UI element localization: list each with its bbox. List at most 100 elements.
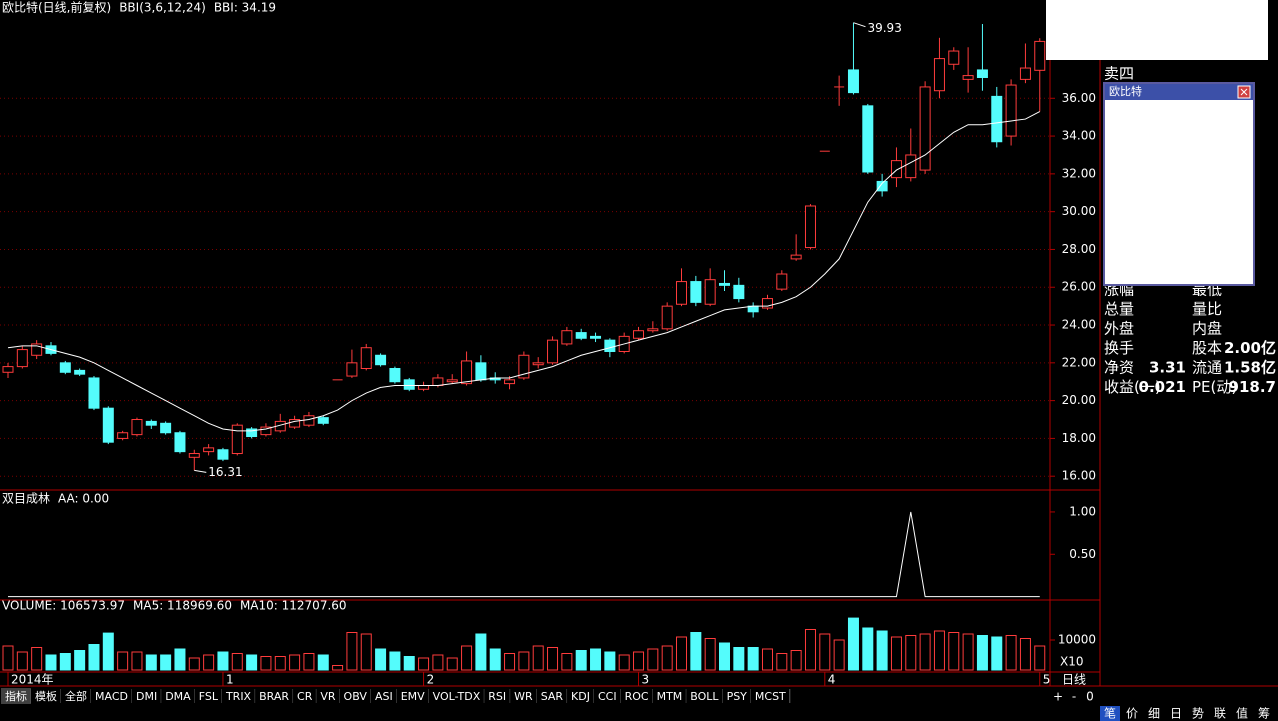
- indicator-tab[interactable]: FSL: [194, 688, 223, 704]
- stat-cell: 股本: [1192, 339, 1222, 357]
- zoom-button[interactable]: +: [1053, 690, 1063, 704]
- view-tab[interactable]: 笔: [1104, 706, 1116, 721]
- indicator-tab[interactable]: SAR: [536, 688, 568, 704]
- indicator-tab[interactable]: BRAR: [255, 688, 294, 704]
- popup-title: 欧比特: [1109, 84, 1142, 98]
- volume-bar: [933, 630, 945, 671]
- volume-bar: [618, 654, 630, 671]
- volume-bar: [905, 635, 917, 671]
- volume-bar: [547, 647, 559, 671]
- popup-label: 收盘价: [1114, 178, 1147, 192]
- tab-label: DMA: [165, 690, 191, 703]
- candle-body: [88, 377, 100, 409]
- logo-box: [1046, 0, 1268, 60]
- popup-label: 成交额: [1114, 208, 1147, 222]
- tab-bg: [339, 688, 371, 704]
- panel-title: VOLUME: 106573.97: [2, 599, 125, 613]
- indicator-tab[interactable]: EMV: [396, 688, 430, 704]
- indicator-tab[interactable]: ROC: [620, 688, 654, 704]
- stat-cell: 收益(一): [1104, 378, 1161, 396]
- candle-body: [575, 332, 587, 339]
- view-tab[interactable]: 细: [1148, 707, 1160, 721]
- zoom-button[interactable]: -: [1072, 690, 1076, 704]
- candle-body: [446, 379, 458, 383]
- zoom-button[interactable]: 0: [1086, 690, 1094, 704]
- volume-bar: [833, 639, 845, 671]
- volume-bar: [317, 654, 329, 671]
- y-tick-label: 1.00: [1069, 504, 1096, 518]
- indicator-tab[interactable]: CCI: [593, 688, 622, 704]
- volume-bar: [45, 654, 57, 671]
- volume-bar: [604, 651, 616, 671]
- indicator-tab[interactable]: VOL-TDX: [428, 688, 485, 704]
- indicator-tab[interactable]: BOLL: [686, 688, 724, 704]
- tab-label: KDJ: [571, 690, 590, 703]
- indicator-tab[interactable]: DMI: [131, 688, 162, 704]
- indicator-tab[interactable]: ASI: [370, 688, 398, 704]
- tab-bg: [91, 688, 132, 704]
- volume-bar: [16, 651, 28, 671]
- candle-body: [131, 419, 143, 436]
- view-tab[interactable]: 价: [1126, 707, 1138, 721]
- volume-bar: [403, 656, 415, 671]
- volume-bar: [948, 632, 960, 671]
- stat-cell: 流通: [1192, 359, 1222, 377]
- tab-label: VR: [320, 690, 336, 703]
- volume-bar: [418, 657, 430, 671]
- view-tab[interactable]: 势: [1192, 707, 1204, 721]
- tab-label: FSL: [199, 690, 219, 703]
- x-tick-label: 1: [226, 673, 234, 687]
- candle-body: [761, 298, 773, 309]
- popup-close[interactable]: [1237, 85, 1251, 99]
- volume-bar: [704, 638, 716, 671]
- candle-body: [461, 360, 473, 385]
- candle-body: [733, 284, 745, 300]
- tab-bg: [620, 688, 653, 704]
- indicator-tab[interactable]: VR: [316, 688, 341, 704]
- volume-bar: [590, 648, 602, 671]
- candle-body: [31, 343, 43, 356]
- tab-bg: [567, 688, 594, 704]
- popup-value: 4.84%: [1215, 254, 1250, 267]
- view-tab[interactable]: 值: [1236, 706, 1248, 721]
- indicator-tab[interactable]: PSY: [722, 688, 752, 704]
- candle-body: [260, 426, 272, 436]
- tab-label: SAR: [541, 690, 564, 703]
- candle-body: [518, 354, 530, 379]
- volume-bar: [661, 645, 673, 671]
- indicator-tab[interactable]: MCST: [750, 688, 791, 704]
- candle-body: [933, 58, 945, 92]
- tab-bg: [428, 688, 485, 704]
- candle-body: [203, 447, 215, 453]
- indicator-tab[interactable]: KDJ: [567, 688, 595, 704]
- indicator-tab[interactable]: WR: [510, 688, 538, 704]
- view-tab[interactable]: 联: [1214, 707, 1226, 721]
- indicator-tab[interactable]: MACD: [91, 688, 133, 704]
- indicator-tab[interactable]: MTM: [652, 688, 687, 704]
- volume-bar: [217, 651, 229, 671]
- indicator-tab[interactable]: TRIX: [221, 688, 256, 704]
- indicator-tab[interactable]: RSI: [484, 688, 511, 704]
- volume-bar: [518, 651, 530, 671]
- indicator-tab[interactable]: 全部: [61, 688, 92, 704]
- tab-label: 全部: [65, 689, 87, 703]
- high-pointer: [853, 22, 866, 28]
- tab-bg: [293, 688, 317, 704]
- volume-bar: [31, 647, 43, 671]
- popup-value: 2.88亿: [1215, 209, 1251, 222]
- indicator-tab[interactable]: DMA: [161, 688, 196, 704]
- popup-value: 39.18: [1219, 149, 1251, 162]
- tab-bg: [750, 688, 790, 704]
- indicator-tab[interactable]: 指标: [1, 688, 32, 704]
- candle-body: [876, 180, 888, 192]
- tab-label: ASI: [375, 690, 393, 703]
- view-tab[interactable]: 日: [1170, 707, 1182, 721]
- candle-body: [561, 330, 573, 345]
- candle-body: [145, 420, 157, 426]
- popup-label: 换手率: [1114, 253, 1147, 267]
- view-tab[interactable]: 筹: [1258, 707, 1270, 721]
- indicator-tab[interactable]: CR: [293, 688, 317, 704]
- tab-label: MACD: [95, 690, 128, 703]
- indicator-tab[interactable]: 模板: [31, 688, 62, 704]
- indicator-tab[interactable]: OBV: [339, 688, 372, 704]
